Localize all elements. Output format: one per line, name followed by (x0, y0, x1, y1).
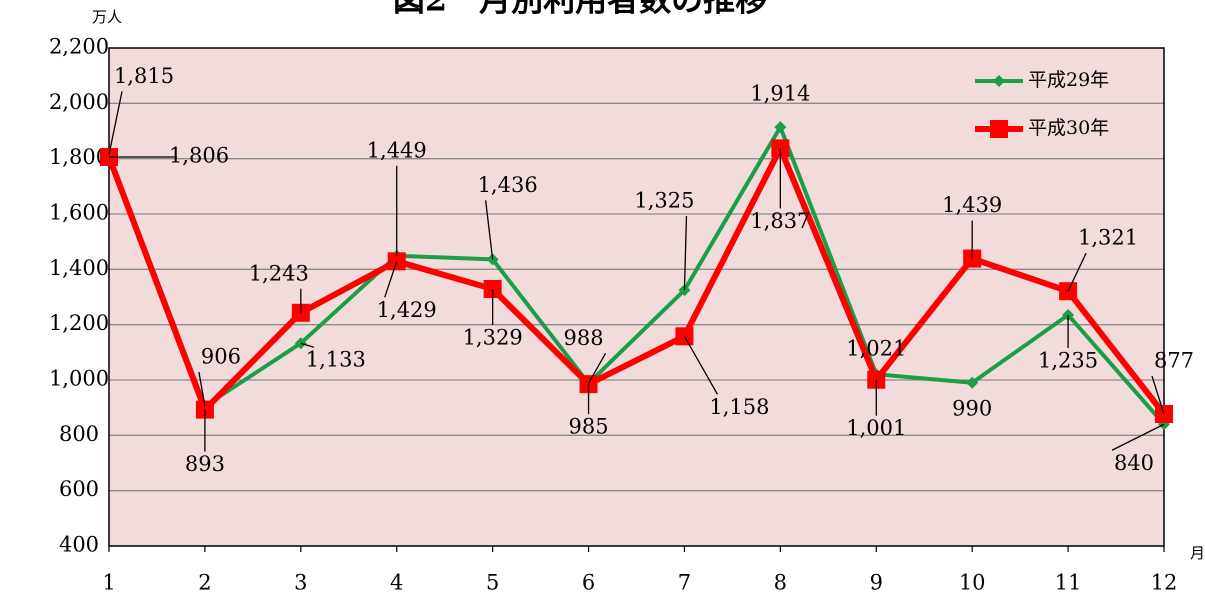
legend-marker-2 (990, 120, 1008, 138)
y-tick-label: 600 (59, 477, 99, 501)
y-axis-unit: 万人 (92, 8, 122, 26)
y-tick-label: 1,200 (49, 311, 109, 335)
data-label-2: 1,321 (1078, 226, 1138, 250)
series-line-1 (107, 125, 1166, 426)
data-label-leader (484, 200, 494, 260)
data-label-2: 1,806 (169, 144, 229, 168)
x-tick-label: 12 (1151, 571, 1178, 592)
x-tick-label: 4 (390, 571, 403, 592)
x-tick-label: 7 (678, 571, 691, 592)
x-tick-label: 8 (774, 571, 787, 592)
y-tick-label: 1,400 (49, 256, 109, 280)
series-1-point (966, 376, 979, 389)
legend-label-2: 平成30年 (1028, 117, 1109, 139)
data-label-leader (1151, 375, 1165, 415)
chart-title: 図2 月別利用者数の推移 (393, 0, 767, 19)
data-label-1: 1,235 (1038, 348, 1098, 372)
y-tick-label: 800 (59, 422, 99, 446)
data-label-1: 1,914 (750, 82, 810, 106)
data-label-1: 1,449 (367, 138, 427, 162)
data-label-leader (683, 335, 719, 395)
data-label-2: 877 (1154, 349, 1194, 373)
y-tick-label: 2,000 (49, 90, 109, 114)
data-label-leader (587, 352, 607, 384)
data-label-2: 1,439 (942, 193, 1002, 217)
x-tick-label: 11 (1055, 571, 1082, 592)
plot-border (108, 47, 1165, 547)
data-label-1: 990 (952, 396, 992, 420)
data-label-1: 988 (563, 326, 603, 350)
data-label-2: 1,001 (846, 416, 906, 440)
data-label-leader (198, 371, 206, 407)
legend-marker-1 (993, 75, 1005, 87)
data-label-1: 840 (1114, 451, 1154, 475)
data-label-1: 1,436 (478, 173, 538, 197)
data-label-2: 893 (185, 452, 225, 476)
data-label-2: 1,837 (750, 209, 810, 233)
data-label-2: 1,243 (249, 261, 309, 285)
data-label-leader (300, 342, 315, 348)
data-label-leader (1067, 252, 1087, 292)
y-tick-label: 1,800 (49, 145, 109, 169)
data-label-1: 906 (201, 345, 241, 369)
data-label-2: 1,429 (377, 298, 437, 322)
x-tick-label: 2 (198, 571, 211, 592)
data-label-leader (683, 216, 688, 291)
x-tick-label: 5 (486, 571, 499, 592)
data-label-leader (108, 91, 123, 155)
data-label-1: 1,133 (306, 348, 366, 372)
data-label-leader (384, 261, 398, 298)
y-tick-label: 1,600 (49, 201, 109, 225)
y-tick-label: 2,200 (49, 35, 109, 59)
x-tick-label: 1 (102, 571, 115, 592)
x-tick-label: 10 (959, 571, 986, 592)
series-1-point (774, 121, 787, 134)
data-label-2: 1,329 (463, 325, 523, 349)
data-label-leader (1111, 423, 1165, 451)
x-tick-label: 3 (294, 571, 307, 592)
x-axis-unit: 月 (1190, 544, 1205, 562)
data-label-1: 1,325 (634, 189, 694, 213)
data-label-1: 1,021 (846, 337, 906, 361)
x-tick-label: 9 (870, 571, 883, 592)
legend-label-1: 平成29年 (1028, 69, 1109, 91)
data-label-1: 1,815 (114, 64, 174, 88)
y-tick-label: 1,000 (49, 367, 109, 391)
y-tick-label: 400 (59, 533, 99, 557)
data-label-2: 985 (568, 415, 608, 439)
x-tick-label: 6 (582, 571, 595, 592)
series-line-2 (106, 145, 1167, 416)
data-label-2: 1,158 (709, 395, 769, 419)
